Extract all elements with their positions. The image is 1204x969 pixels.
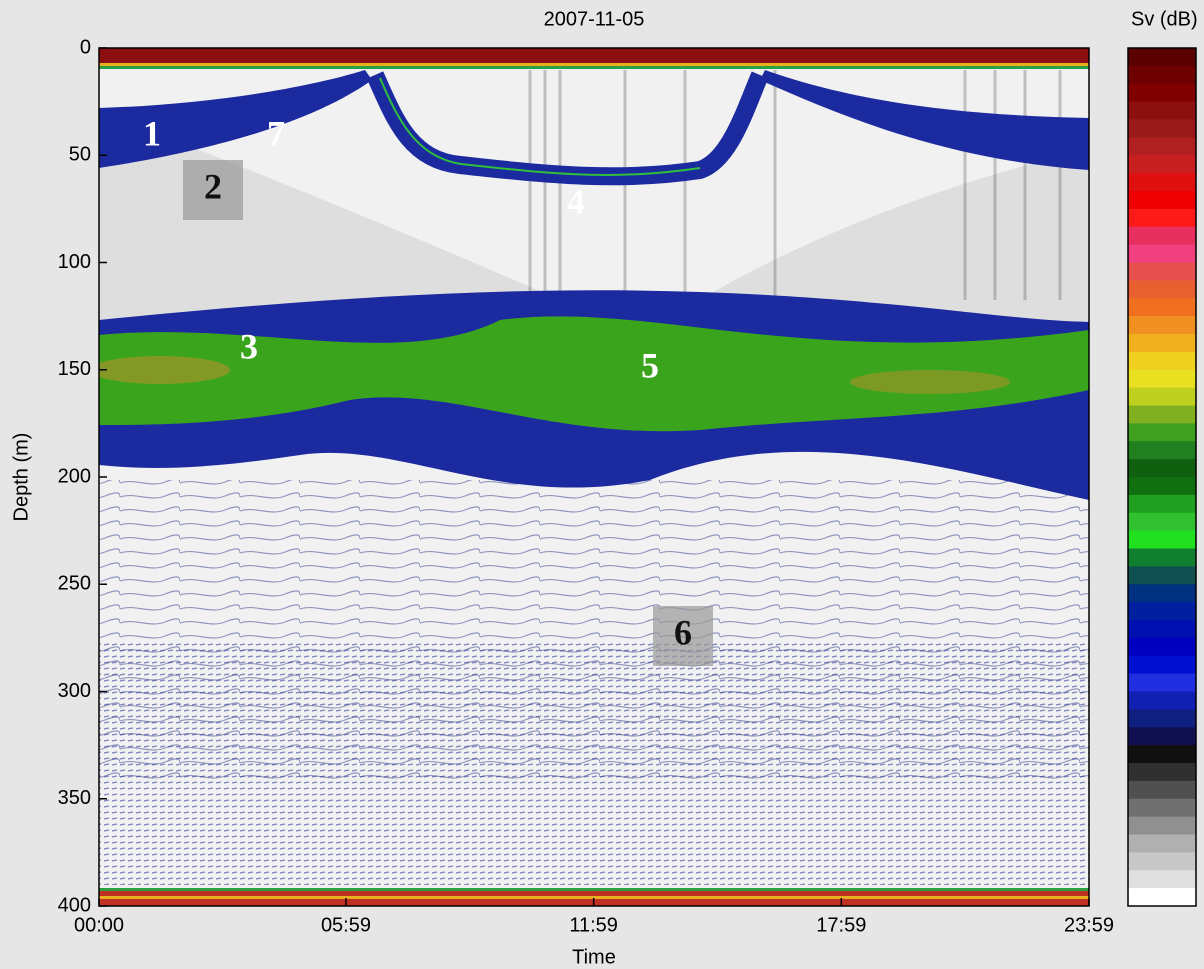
colorbar-swatch bbox=[1128, 530, 1196, 549]
colorbar-swatch bbox=[1128, 316, 1196, 335]
colorbar-swatch bbox=[1128, 423, 1196, 442]
colorbar-swatch bbox=[1128, 834, 1196, 853]
colorbar-swatch bbox=[1128, 244, 1196, 263]
colorbar-swatch bbox=[1128, 441, 1196, 460]
colorbar-swatch bbox=[1128, 280, 1196, 299]
y-tick-label: 100 bbox=[58, 251, 91, 273]
colorbar-swatch bbox=[1128, 816, 1196, 835]
colorbar-swatch bbox=[1128, 709, 1196, 728]
annotation: 6 bbox=[674, 612, 692, 652]
colorbar-swatch bbox=[1128, 334, 1196, 353]
annotation: 3 bbox=[240, 326, 258, 366]
annotation: 4 bbox=[567, 181, 585, 221]
y-axis-label: Depth (m) bbox=[10, 433, 32, 522]
colorbar-swatch bbox=[1128, 477, 1196, 496]
y-tick-label: 150 bbox=[58, 358, 91, 380]
colorbar-swatch bbox=[1128, 655, 1196, 675]
colorbar-swatch bbox=[1128, 888, 1196, 907]
chart-title: 2007-11-05 bbox=[544, 8, 645, 30]
colorbar-swatch bbox=[1128, 298, 1196, 317]
colorbar-swatch bbox=[1128, 83, 1196, 103]
y-tick-label: 200 bbox=[58, 465, 91, 487]
y-tick-label: 400 bbox=[58, 894, 91, 916]
colorbar-swatch bbox=[1128, 405, 1196, 424]
annotation: 2 bbox=[204, 166, 222, 206]
colorbar-swatch bbox=[1128, 620, 1196, 639]
colorbar-swatch bbox=[1128, 387, 1196, 406]
x-axis-label: Time bbox=[572, 946, 616, 968]
colorbar-swatch bbox=[1128, 208, 1196, 228]
colorbar-swatch bbox=[1128, 673, 1196, 692]
colorbar-swatch bbox=[1128, 119, 1196, 138]
colorbar-swatch bbox=[1128, 512, 1196, 532]
colorbar-swatch bbox=[1128, 226, 1196, 246]
colorbar-swatch bbox=[1128, 262, 1196, 281]
colorbar-swatch bbox=[1128, 727, 1196, 746]
colorbar-swatch bbox=[1128, 637, 1196, 657]
x-tick-label: 11:59 bbox=[569, 914, 618, 936]
colorbar-swatch bbox=[1128, 548, 1196, 567]
colorbar-swatch bbox=[1128, 101, 1196, 120]
annotation-box bbox=[653, 606, 713, 666]
colorbar-swatch bbox=[1128, 780, 1196, 800]
colorbar-swatch bbox=[1128, 48, 1196, 67]
colorbar-swatch bbox=[1128, 691, 1196, 710]
annotation: 7 bbox=[267, 113, 285, 153]
colorbar-swatch bbox=[1128, 191, 1196, 210]
y-tick-label: 350 bbox=[58, 787, 91, 809]
x-tick-label: 00:00 bbox=[74, 914, 124, 936]
colorbar-swatch bbox=[1128, 584, 1196, 603]
colorbar-swatch bbox=[1128, 369, 1196, 389]
colorbar-swatch bbox=[1128, 155, 1196, 174]
y-tick-label: 50 bbox=[69, 144, 91, 166]
colorbar-swatch bbox=[1128, 852, 1196, 871]
x-tick-label: 05:59 bbox=[321, 914, 371, 936]
y-tick-label: 250 bbox=[58, 573, 91, 595]
colorbar-swatch bbox=[1128, 870, 1196, 889]
colorbar-swatch bbox=[1128, 602, 1196, 621]
colorbar-swatch bbox=[1128, 137, 1196, 156]
colorbar-swatch bbox=[1128, 798, 1196, 818]
colorbar-frame bbox=[1127, 47, 1197, 907]
colorbar-swatch bbox=[1128, 566, 1196, 585]
colorbar-swatch bbox=[1128, 494, 1196, 514]
annotation: 5 bbox=[641, 345, 659, 385]
colorbar-swatch bbox=[1128, 459, 1196, 478]
colorbar-label: Sv (dB) bbox=[1131, 8, 1198, 30]
annotation-box bbox=[183, 160, 243, 220]
x-tick-label: 23:59 bbox=[1064, 914, 1114, 936]
colorbar-swatch bbox=[1128, 745, 1196, 764]
colorbar bbox=[1128, 48, 1196, 907]
colorbar-swatch bbox=[1128, 173, 1196, 192]
colorbar-swatch bbox=[1128, 65, 1196, 85]
colorbar-swatch bbox=[1128, 763, 1196, 782]
colorbar-swatch bbox=[1128, 351, 1196, 371]
y-tick-label: 0 bbox=[80, 36, 91, 58]
annotation: 1 bbox=[143, 113, 161, 153]
x-tick-label: 17:59 bbox=[816, 914, 866, 936]
y-tick-label: 300 bbox=[58, 680, 91, 702]
echogram bbox=[99, 48, 1089, 906]
